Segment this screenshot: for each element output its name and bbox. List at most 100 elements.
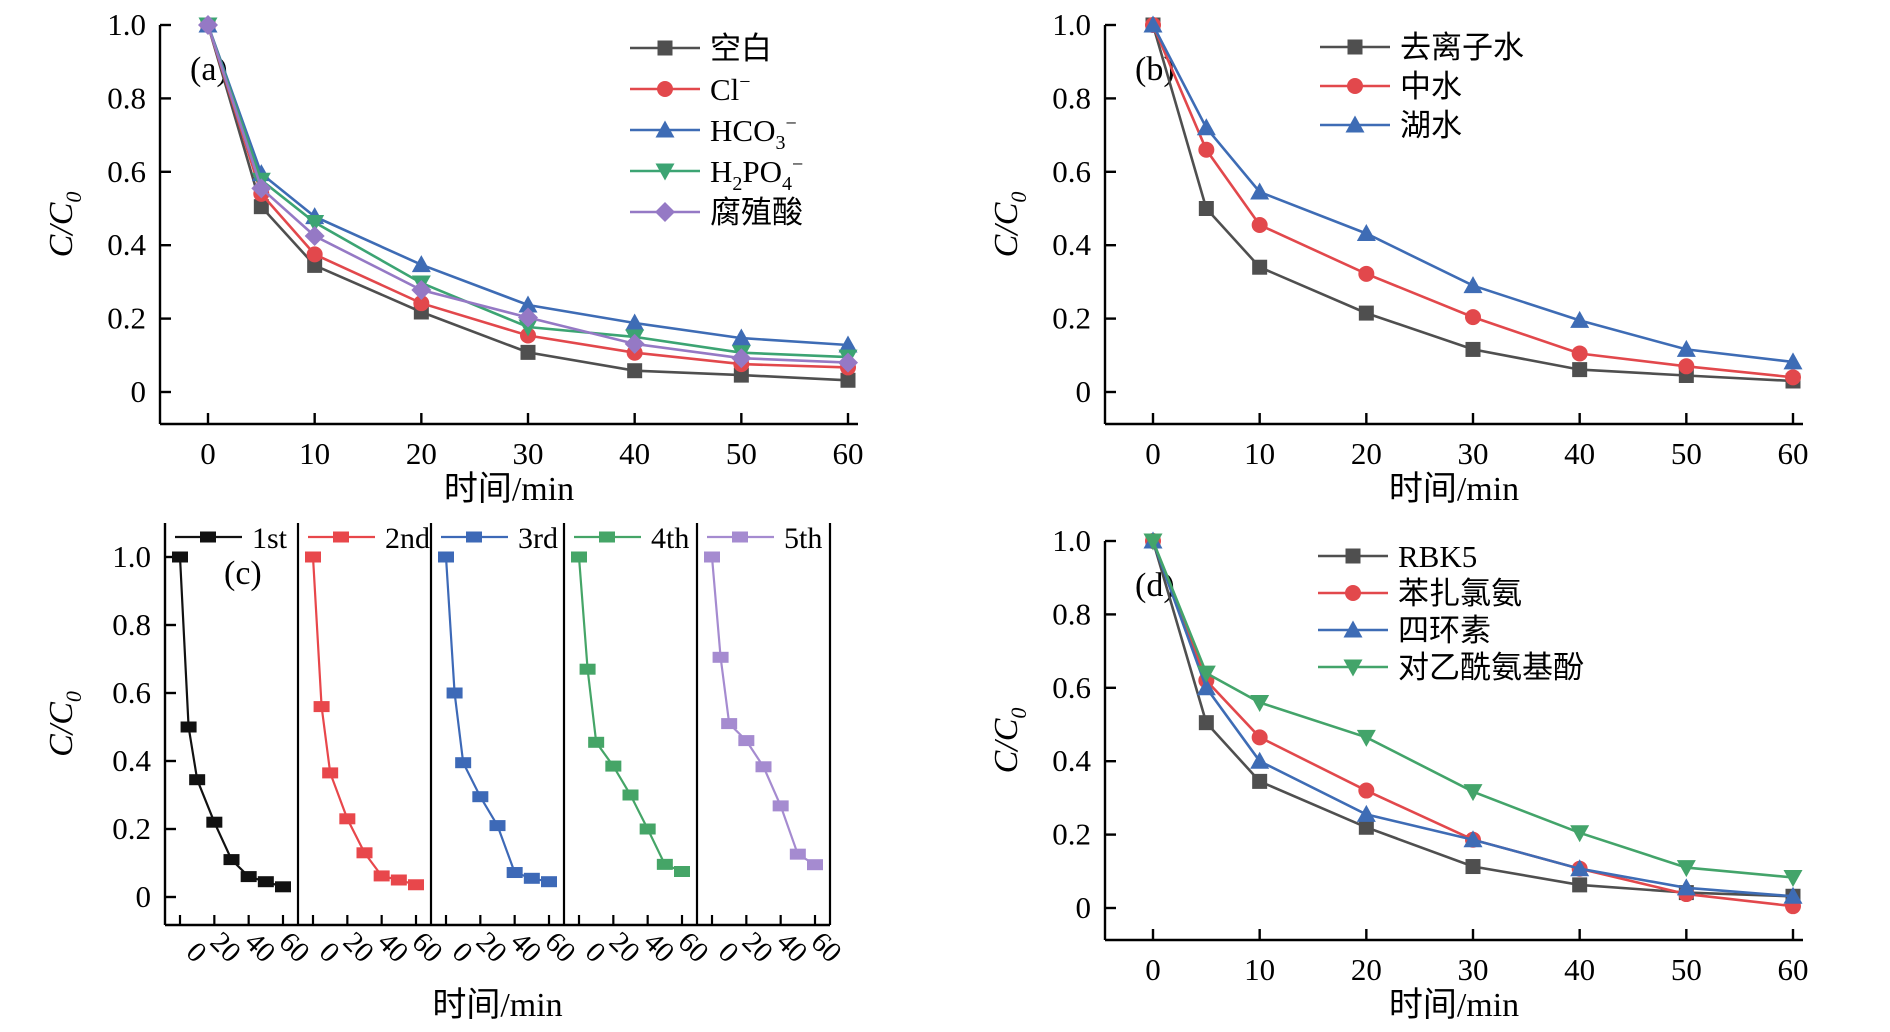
legend-label: 2nd: [385, 522, 430, 555]
data-point-marker: [599, 531, 615, 543]
data-point-marker: [390, 874, 407, 886]
legend-label: Cl−: [710, 71, 751, 107]
data-point-marker: [200, 531, 216, 543]
legend-item: 湖水: [1320, 108, 1462, 143]
data-point-marker: [655, 120, 675, 138]
x-tick-label: 10: [299, 436, 330, 471]
legend-label: 4th: [651, 522, 689, 555]
data-point-marker: [523, 872, 540, 884]
data-point-marker: [807, 859, 823, 871]
x-tick-label: 50: [1671, 952, 1702, 987]
x-tick-label: 60: [406, 926, 449, 969]
subplot-d: 0 0.2 0.4 0.6 0.8 1.0 0 10 20 30 40 50 60 时间/min C/C0(…: [945, 516, 1890, 1032]
data-point-marker: [1251, 217, 1268, 234]
data-point-marker: [1345, 115, 1365, 133]
x-tick-label: 0: [579, 936, 612, 969]
legend-label: 苯扎氯氨: [1398, 576, 1522, 611]
y-tick-label: 0.6: [1052, 670, 1091, 705]
x-tick-label: 60: [1778, 436, 1809, 471]
x-tick-label: 0: [446, 936, 479, 969]
data-point-marker: [240, 871, 257, 883]
x-tick-label: 0: [712, 936, 745, 969]
data-point-marker: [1198, 201, 1214, 216]
legend-item: 3rd: [441, 522, 558, 555]
series-对乙酰氨基酚: [1143, 533, 1803, 888]
data-point-marker: [1252, 773, 1268, 789]
data-point-marker: [304, 226, 325, 247]
y-tick-label: 0.8: [1052, 80, 1091, 115]
series-line: [1151, 24, 1794, 379]
legend-label: H2PO4−: [710, 153, 803, 195]
data-point-marker: [1463, 830, 1483, 848]
series-line: [1151, 24, 1794, 383]
y-tick-label: 1.0: [112, 539, 151, 574]
subplot-a: 0 0.2 0.4 0.6 0.8 1.0 0 10 20 30 40 50 60 时间/min C/C0(…: [0, 0, 945, 516]
data-point-marker: [1358, 265, 1375, 282]
x-tick-label: 0: [1145, 952, 1161, 987]
series-line: [1151, 24, 1794, 364]
data-point-marker: [438, 551, 454, 563]
data-point-marker: [307, 257, 323, 273]
data-point-marker: [189, 774, 206, 786]
x-tick-label: 20: [406, 436, 437, 471]
data-point-marker: [1676, 339, 1696, 357]
data-point-marker: [518, 307, 538, 328]
data-point-marker: [275, 881, 291, 893]
data-point-marker: [1358, 305, 1374, 321]
y-tick-label: 0: [1076, 374, 1092, 409]
series-4th: [571, 551, 690, 877]
x-tick-label: 0: [313, 936, 346, 969]
data-point-marker: [408, 879, 424, 891]
x-tick-label: 60: [1778, 952, 1809, 987]
data-point-marker: [712, 651, 729, 663]
data-point-marker: [1343, 659, 1363, 677]
data-point-marker: [520, 344, 536, 360]
y-tick-label: 0.2: [112, 811, 151, 846]
series-line: [206, 24, 849, 369]
x-tick-label: 40: [1564, 436, 1595, 471]
data-point-marker: [622, 789, 639, 801]
y-axis-title: C/C0: [43, 691, 86, 757]
data-point-marker: [1465, 859, 1481, 875]
legend-label: HCO3−: [710, 112, 797, 154]
legend-label: 中水: [1400, 69, 1462, 104]
data-point-marker: [251, 178, 272, 199]
data-point-marker: [1356, 804, 1376, 822]
data-point-marker: [1358, 782, 1375, 799]
data-point-marker: [838, 352, 858, 373]
data-point-marker: [755, 761, 772, 773]
data-point-marker: [655, 202, 675, 222]
legend-item: H2PO4−: [630, 153, 803, 195]
x-tick-label: 0: [1145, 436, 1161, 471]
data-point-marker: [1143, 15, 1163, 33]
legend-item: 对乙酰氨基酚: [1318, 650, 1584, 685]
data-point-marker: [733, 367, 749, 383]
data-point-marker: [305, 551, 321, 563]
data-point-marker: [655, 163, 675, 181]
data-point-marker: [1345, 585, 1361, 601]
data-point-marker: [1196, 665, 1216, 683]
data-point-marker: [840, 372, 856, 388]
panel-letter: (c): [224, 555, 262, 592]
legend-item: 腐殖酸: [630, 195, 803, 230]
data-point-marker: [627, 363, 643, 379]
x-tick-label: 60: [833, 436, 864, 471]
legend-item: 5th: [707, 522, 822, 555]
x-tick-label: 40: [1564, 952, 1595, 987]
data-point-marker: [789, 848, 806, 860]
data-point-marker: [489, 820, 506, 832]
x-tick-label: 0: [180, 936, 213, 969]
y-tick-label: 0.8: [112, 607, 151, 642]
subplot-c: 0 0.2 0.4 0.6 0.8 1.0 0 20 40 60 1st 0 20 40 60 2nd 0 20 4…: [0, 516, 945, 1032]
data-point-marker: [1196, 678, 1216, 696]
series-2nd: [305, 551, 424, 891]
series-line: [206, 24, 849, 382]
chart-c-svg: 00.20.40.60.81.002040601st02040602nd0204…: [0, 516, 945, 1032]
legend-label: 5th: [784, 522, 822, 555]
y-axis-title: C/C0: [43, 192, 86, 258]
data-point-marker: [1356, 729, 1376, 747]
y-tick-label: 0.4: [107, 227, 146, 262]
data-point-marker: [1676, 878, 1696, 896]
y-axis-title: C/C0: [988, 708, 1031, 774]
data-point-marker: [738, 735, 755, 747]
